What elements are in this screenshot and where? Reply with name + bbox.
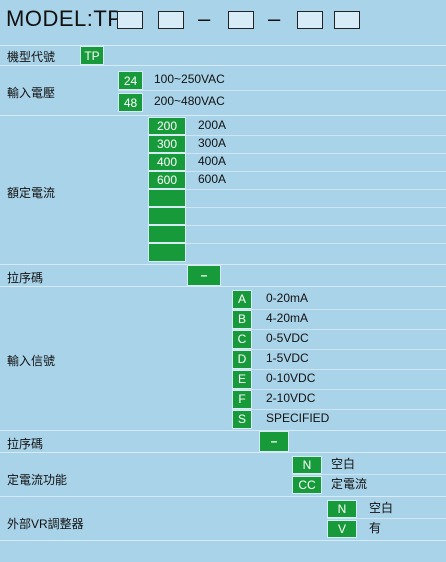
model-slot-1 — [117, 11, 143, 29]
separator — [0, 286, 446, 287]
const-code-n: N — [292, 456, 322, 474]
row-line — [232, 389, 446, 390]
signal-desc-a: 0-20mA — [266, 291, 309, 305]
current-code-300: 300 — [148, 135, 186, 153]
signal-code-e: E — [232, 370, 252, 389]
model-code-box: TP — [80, 46, 104, 65]
vr-desc-v: 有 — [369, 521, 382, 535]
separator — [0, 65, 446, 66]
signal-code-s: S — [232, 410, 252, 429]
title-dash-2: – — [268, 6, 281, 31]
model-slot-4 — [297, 11, 323, 29]
external-vr-label: 外部VR調整器 — [7, 517, 84, 531]
signal-code-a: A — [232, 290, 252, 309]
signal-desc-e: 0-10VDC — [266, 371, 316, 385]
signal-desc-b: 4-20mA — [266, 311, 309, 325]
const-current-label: 定電流功能 — [7, 473, 68, 487]
current-code-200: 200 — [148, 117, 186, 135]
row-line — [232, 329, 446, 330]
vr-desc-n: 空白 — [369, 501, 394, 515]
current-code-600: 600 — [148, 171, 186, 189]
vr-code-v: V — [327, 520, 357, 538]
signal-code-b: B — [232, 310, 252, 329]
current-code-blank-1 — [148, 189, 186, 207]
row-line — [148, 171, 446, 172]
voltage-desc-48: 200~480VAC — [154, 94, 225, 108]
input-signal-label: 輸入信號 — [7, 354, 56, 368]
row-line — [148, 207, 446, 208]
separator — [0, 45, 446, 46]
signal-desc-d: 1-5VDC — [266, 351, 309, 365]
row-line — [327, 518, 446, 519]
separator — [0, 452, 446, 453]
separator — [0, 496, 446, 497]
model-slot-2 — [158, 11, 184, 29]
row-line — [148, 243, 446, 244]
current-desc-300: 300A — [198, 136, 227, 150]
current-desc-400: 400A — [198, 154, 227, 168]
row-line — [232, 409, 446, 410]
current-code-400: 400 — [148, 153, 186, 171]
model-code-label: 機型代號 — [7, 50, 56, 64]
const-desc-n: 空白 — [331, 457, 356, 471]
sep1-label: 拉序碼 — [7, 271, 44, 285]
row-line — [232, 369, 446, 370]
row-line — [148, 153, 446, 154]
separator — [0, 264, 446, 265]
signal-desc-f: 2-10VDC — [266, 391, 316, 405]
sep2-label: 拉序碼 — [7, 437, 44, 451]
current-code-blank-4 — [148, 243, 186, 262]
rated-current-label: 額定電流 — [7, 186, 56, 200]
signal-code-f: F — [232, 390, 252, 409]
signal-code-c: C — [232, 330, 252, 349]
row-line — [148, 225, 446, 226]
input-voltage-label: 輸入電壓 — [7, 86, 56, 100]
row-line — [118, 90, 446, 91]
model-title: MODEL:TP — [6, 6, 123, 31]
current-code-blank-2 — [148, 207, 186, 225]
current-desc-200: 200A — [198, 118, 227, 132]
separator — [0, 115, 446, 116]
row-line — [148, 135, 446, 136]
title-bar: MODEL:TP – – — [0, 0, 446, 40]
voltage-code-24: 24 — [118, 71, 143, 90]
signal-code-d: D — [232, 350, 252, 369]
current-code-blank-3 — [148, 225, 186, 243]
vr-code-n: N — [327, 500, 357, 518]
sep1-dash-box: – — [187, 265, 221, 286]
const-code-cc: CC — [292, 476, 322, 494]
voltage-desc-24: 100~250VAC — [154, 72, 225, 86]
row-line — [148, 189, 446, 190]
model-slot-3 — [228, 11, 254, 29]
sep2-dash-box: – — [259, 431, 289, 452]
signal-desc-s: SPECIFIED — [266, 411, 330, 425]
model-slot-5 — [334, 11, 360, 29]
separator — [0, 540, 446, 541]
const-desc-cc: 定電流 — [331, 477, 368, 491]
separator — [0, 430, 446, 431]
signal-desc-c: 0-5VDC — [266, 331, 309, 345]
voltage-code-48: 48 — [118, 93, 143, 112]
current-desc-600: 600A — [198, 172, 227, 186]
row-line — [232, 349, 446, 350]
row-line — [292, 474, 446, 475]
title-dash-1: – — [198, 6, 211, 31]
row-line — [232, 309, 446, 310]
